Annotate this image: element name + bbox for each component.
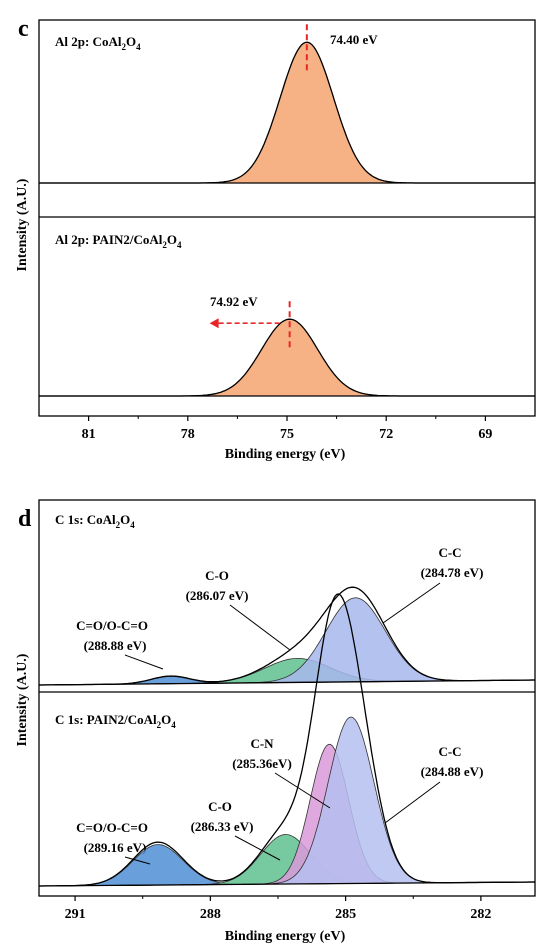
arrow-d2-coo [124,856,151,865]
peak-label-c1: 74.40 eV [330,32,378,47]
d1-coo-label: C=O/O-C=O [76,618,148,633]
peak-area-1-0 [39,318,535,397]
arrow-d1-co [229,604,291,651]
d1-coo-energy: (288.88 eV) [84,638,147,653]
xtick-label: 78 [181,427,195,442]
panel-c-xlabel: Binding energy (eV) [225,447,346,462]
peak-area-0-0 [39,41,535,184]
d1-cc-label: C-C [438,545,461,560]
d1-co-energy: (286.07 eV) [186,588,249,603]
annotation-arrows-d [124,582,441,865]
subplot-d2-plot [38,593,536,887]
d2-co-label: C-O [208,799,232,814]
d2-co-energy: (286.33 eV) [191,819,254,834]
panel-c: c Intensity (A.U.) Binding energy (eV) A… [15,16,536,462]
xtick-label: 291 [65,907,86,922]
d2-cn-label: C-N [250,736,274,751]
d1-cc-energy: (284.78 eV) [421,565,484,580]
panel-c-xticks: 81 78 75 72 69 [82,416,492,442]
arrow-d2-co [234,835,281,861]
arrow-d1-cc [382,582,441,624]
d1-co-label: C-O [205,568,229,583]
xtick-label: 285 [335,907,356,922]
xtick-label: 72 [379,427,393,442]
subplot-d2-title: C 1s: PAIN2/CoAl2O4 [55,712,176,730]
subplot-d1-title: C 1s: CoAl2O4 [55,512,135,530]
panel-d-xticks: 291 288 285 282 [65,896,491,922]
panel-letter-c: c [18,16,29,42]
xtick-label: 288 [200,907,221,922]
subplot-c1-plot [39,24,535,184]
d2-cc-label: C-C [438,744,461,759]
xtick-label: 69 [478,427,492,442]
panel-d: d Intensity (A.U.) Binding energy (eV) C… [15,499,536,944]
arrow-d1-coo [124,654,164,670]
subplot-c2-title: Al 2p: PAIN2/CoAl2O4 [55,232,182,250]
subplot-c2-plot [39,301,535,397]
panel-d-xlabel: Binding energy (eV) [225,929,346,944]
d2-coo-label: C=O/O-C=O [76,820,148,835]
subplot-d1-plot [38,586,536,686]
peak-label-c2: 74.92 eV [210,294,258,309]
baseline-2 [38,679,536,686]
d2-cn-energy: (285.36eV) [232,756,292,771]
subplot-c1-title: Al 2p: CoAl2O4 [55,34,141,52]
xtick-label: 81 [82,427,96,442]
d2-cc-energy: (284.88 eV) [421,764,484,779]
panel-d-frame [38,499,536,897]
xtick-label: 282 [470,907,491,922]
panel-d-ylabel: Intensity (A.U.) [15,653,30,746]
panel-letter-d: d [18,506,32,532]
arrow-d2-cc [384,781,441,824]
xtick-label: 75 [280,427,294,442]
shift-arrow-head [209,318,219,329]
panel-c-ylabel: Intensity (A.U.) [15,178,30,271]
arrow-d2-cn [274,772,331,809]
d2-coo-energy: (289.16 eV) [84,840,147,855]
baseline-3 [38,881,536,887]
